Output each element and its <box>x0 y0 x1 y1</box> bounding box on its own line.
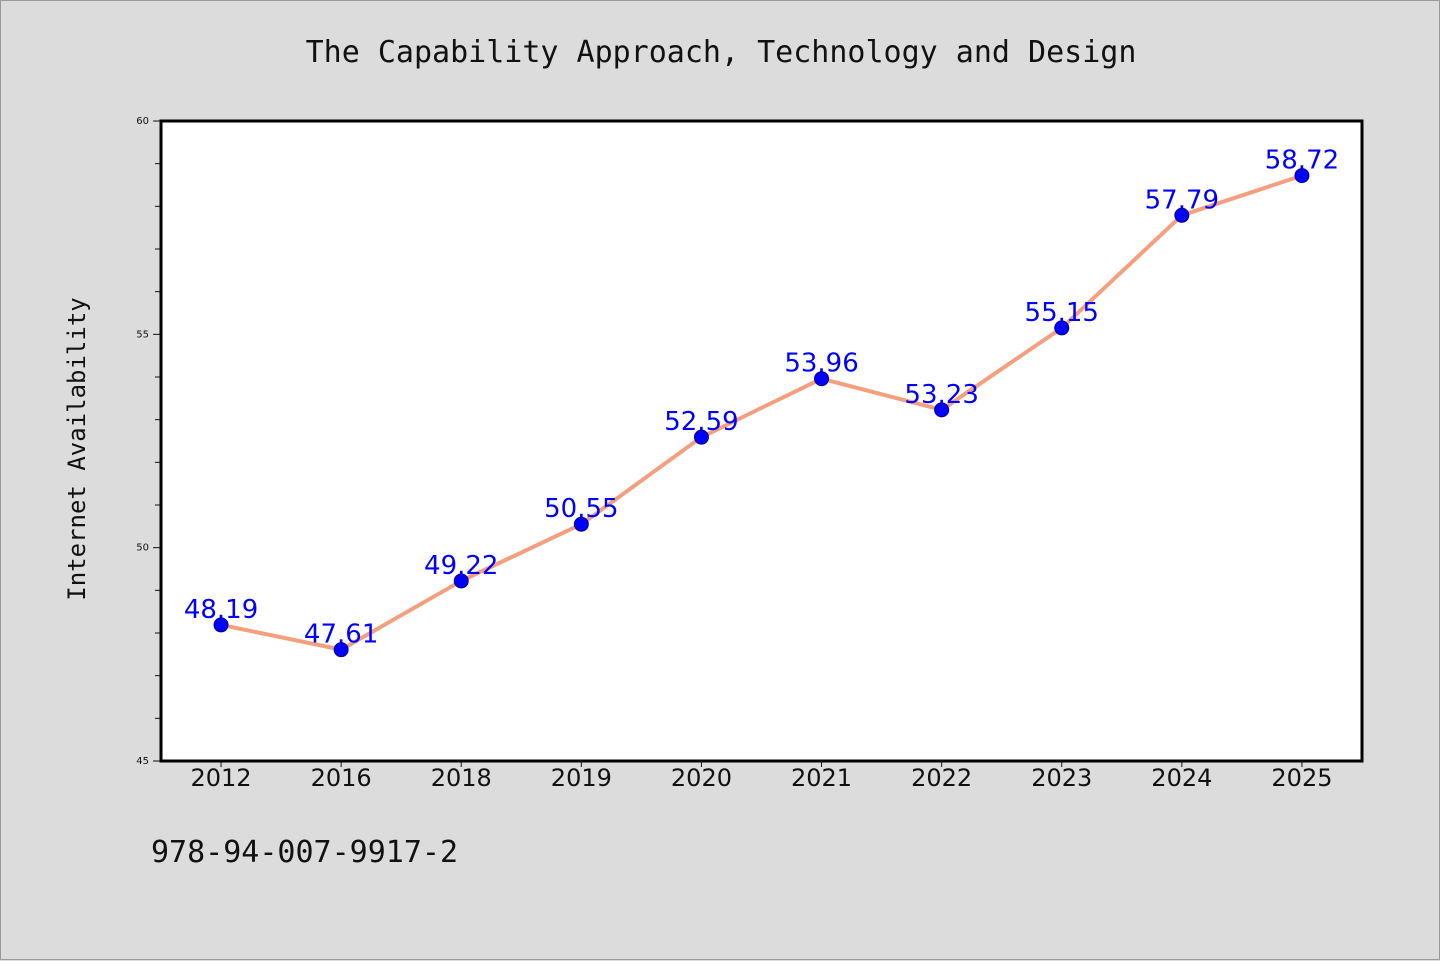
y-tick-label: 50 <box>136 543 149 554</box>
x-tick-label: 2021 <box>791 764 852 792</box>
x-tick-label: 2022 <box>911 764 972 792</box>
x-tick-label: 2016 <box>311 764 372 792</box>
data-point <box>573 516 589 532</box>
x-tick-label: 2020 <box>671 764 732 792</box>
data-label: 57.79 <box>1145 185 1219 215</box>
data-label: 53.23 <box>904 380 978 410</box>
x-tick-label: 2023 <box>1031 764 1092 792</box>
data-point <box>1054 320 1070 336</box>
x-tick-label: 2012 <box>191 764 252 792</box>
data-label: 50.55 <box>544 494 618 524</box>
series-line <box>219 173 1304 652</box>
plot-frame <box>159 119 1364 763</box>
x-tick-label: 2018 <box>431 764 492 792</box>
data-label: 53.96 <box>784 349 858 379</box>
x-tick-label: 2019 <box>551 764 612 792</box>
data-label: 48.19 <box>184 595 258 625</box>
data-label: 49.22 <box>424 551 498 581</box>
data-point <box>453 573 469 589</box>
isbn-footnote: 978-94-007-9917-2 <box>151 835 459 870</box>
y-tick-label: 60 <box>136 116 149 127</box>
data-point <box>693 429 709 445</box>
data-point <box>333 642 349 658</box>
data-label: 58.72 <box>1265 146 1339 176</box>
data-label: 52.59 <box>664 407 738 437</box>
chart-title: The Capability Approach, Technology and … <box>305 35 1137 70</box>
data-label: 47.61 <box>304 620 378 650</box>
data-point <box>1294 168 1310 184</box>
data-point <box>814 371 830 387</box>
data-point <box>1174 207 1190 223</box>
data-label: 55.15 <box>1025 298 1099 328</box>
x-tick-label: 2024 <box>1151 764 1212 792</box>
data-point <box>934 402 950 418</box>
plot-area <box>161 121 1362 761</box>
y-tick-label: 55 <box>136 329 149 340</box>
y-tick-label: 45 <box>136 756 149 767</box>
x-tick-label: 2025 <box>1271 764 1332 792</box>
data-point <box>213 617 229 633</box>
